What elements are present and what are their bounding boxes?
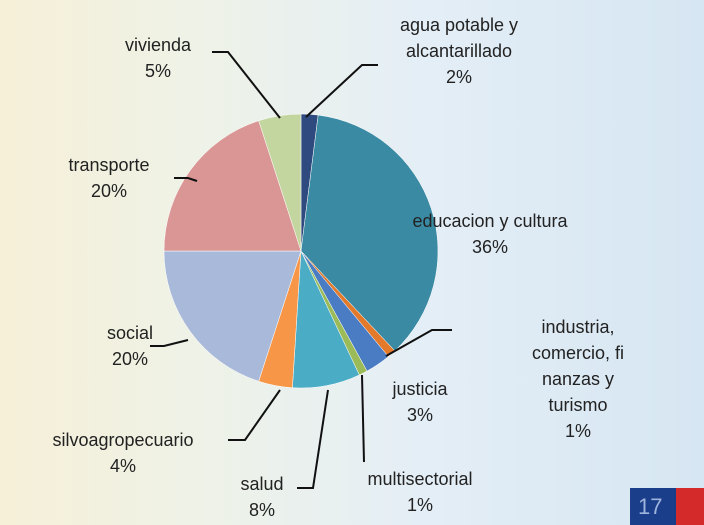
slice-name: industria, comercio, fi nanzas y turismo — [531, 317, 625, 415]
slice-label: industria, comercio, fi nanzas y turismo… — [515, 314, 641, 444]
leader-line — [228, 389, 281, 441]
pie-slice — [300, 114, 439, 352]
leader-line — [212, 51, 281, 119]
slice-percent: 20% — [111, 349, 149, 369]
slice-name: justicia — [392, 379, 448, 399]
slice-percent: 1% — [406, 495, 433, 515]
slice-name: social — [106, 323, 154, 343]
slice-label: vivienda 5% — [125, 32, 191, 84]
pie-slice — [163, 250, 302, 382]
slice-percent: 5% — [144, 61, 172, 81]
slice-percent: 4% — [109, 456, 136, 476]
slice-percent: 3% — [406, 405, 433, 425]
leader-line — [297, 389, 329, 489]
pie-slice — [258, 113, 302, 252]
pie — [163, 113, 439, 389]
slice-percent: 8% — [248, 500, 275, 520]
slice-label: transporte 20% — [68, 152, 149, 204]
slice-name: vivienda — [124, 35, 192, 55]
slice-percent: 20% — [90, 181, 128, 201]
leader-line — [385, 329, 452, 357]
slice-name: educacion y cultura — [412, 211, 568, 231]
leader-line — [305, 64, 378, 118]
leader-lines — [150, 51, 452, 489]
leader-line — [361, 374, 365, 463]
leader-line — [150, 339, 189, 347]
slice-label: social 20% — [107, 320, 153, 372]
slice-label: silvoagropecuario 4% — [52, 427, 193, 479]
leader-line — [174, 177, 198, 182]
slice-label: educacion y cultura 36% — [412, 208, 567, 260]
slice-percent: 36% — [471, 237, 509, 257]
slice-percent: 1% — [564, 421, 591, 441]
pie-slice — [163, 120, 302, 252]
slice-name: agua potable y alcantarillado — [399, 15, 519, 61]
slice-percent: 2% — [445, 67, 473, 87]
page-number: 17 — [630, 488, 704, 525]
slice-name: salud — [240, 474, 284, 494]
slice-label: justicia 3% — [392, 376, 447, 428]
slice-label: multisectorial 1% — [367, 466, 472, 518]
slice-name: silvoagropecuario — [52, 430, 194, 450]
slice-label: salud 8% — [240, 471, 283, 523]
slice-label: agua potable y alcantarillado 2% — [400, 12, 518, 90]
slice-name: multisectorial — [367, 469, 473, 489]
slice-name: transporte — [68, 155, 150, 175]
